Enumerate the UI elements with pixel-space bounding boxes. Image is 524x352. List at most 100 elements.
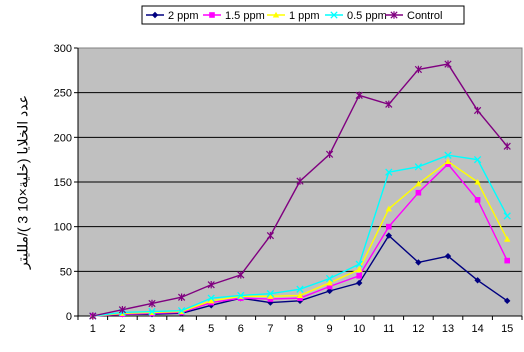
data-point [296,285,304,293]
data-point [356,273,362,279]
data-point [385,205,392,212]
data-point [151,11,159,19]
data-point [177,306,186,315]
data-point [355,91,363,100]
data-point [444,60,452,68]
legend-entry: 1.5 ppm [203,10,265,22]
data-point [207,281,215,289]
data-point [326,283,333,290]
data-point [266,231,275,240]
data-point [237,271,245,279]
data-point [330,11,338,19]
data-point [503,212,511,220]
data-point [356,266,363,273]
data-point [89,312,97,320]
legend-label: 1 ppm [289,10,320,22]
x-tick-label: 10 [353,323,365,335]
x-tick-label: 12 [412,323,424,335]
y-axis-label: عدد الخلايا (خلية×10 3 )/ملليتر [15,95,32,270]
data-point [445,161,451,167]
data-point [267,293,274,299]
data-point [504,297,511,305]
data-point [415,189,422,196]
data-point [326,279,333,286]
data-point [237,291,245,300]
data-point [386,223,392,230]
data-point [474,277,481,284]
legend-label: 2 ppm [168,10,199,22]
legend-entry: Control [385,10,442,22]
data-point [473,106,482,115]
x-tick-label: 3 [149,323,155,335]
y-tick-label: 200 [54,132,72,144]
data-point [272,11,280,18]
legend-label: 1.5 ppm [225,10,265,22]
data-point [415,180,422,187]
data-point [504,235,511,242]
legend-entry: 2 ppm [146,10,199,22]
x-tick-label: 14 [471,323,483,335]
series-layer [89,60,511,320]
data-point [148,307,156,316]
data-point [177,293,186,301]
data-point [325,274,334,283]
x-tick-label: 6 [238,323,244,335]
data-point [355,260,363,268]
data-point [209,12,215,18]
data-point [385,100,393,108]
data-point [267,296,274,302]
data-point [414,163,423,171]
y-tick-label: 300 [54,43,72,55]
x-tick-label: 15 [501,323,513,335]
x-tick-label: 1 [90,323,96,335]
x-tick-label: 9 [327,323,333,335]
legend: 2 ppm 1.5 ppm 1 ppm 0.5 ppm Control [141,5,465,25]
data-point [503,142,511,150]
x-tick-label: 5 [208,323,214,335]
legend-label: 0.5 ppm [347,10,387,22]
data-point [444,158,452,165]
x-tick-label: 8 [297,323,303,335]
data-point [474,197,481,203]
data-point [415,259,422,266]
legend-entry: 0.5 ppm [325,10,387,22]
data-point [473,156,482,164]
data-point [390,11,398,19]
x-tick-label: 11 [383,323,394,335]
data-point [296,177,304,185]
data-point [474,178,481,185]
data-point [207,294,215,302]
data-point [118,306,127,314]
series-0-5-ppm [89,151,511,320]
data-point [356,279,363,287]
y-tick-label: 150 [54,177,72,189]
x-tick-label: 13 [442,323,454,335]
data-point [297,295,303,301]
data-point [266,290,275,298]
data-point [414,65,423,74]
data-point [296,292,304,299]
data-point [444,151,452,159]
y-tick-label: 250 [54,88,72,100]
data-point [325,150,334,159]
legend-box [141,5,465,25]
x-tick-label: 2 [119,323,125,335]
data-point [504,257,510,264]
data-point [326,287,333,295]
x-tick-label: 4 [179,323,185,335]
data-point [148,299,156,308]
y-tick-label: 0 [66,311,72,323]
x-tick-label: 7 [267,323,273,335]
y-tick-label: 50 [60,266,72,278]
y-tick-label: 100 [54,222,72,234]
legend-entry: 1 ppm [267,10,320,22]
legend-label: Control [407,10,442,22]
data-point [385,232,392,239]
series-control [89,60,511,320]
data-point [208,297,215,304]
data-point [385,168,393,176]
data-point [444,252,452,260]
